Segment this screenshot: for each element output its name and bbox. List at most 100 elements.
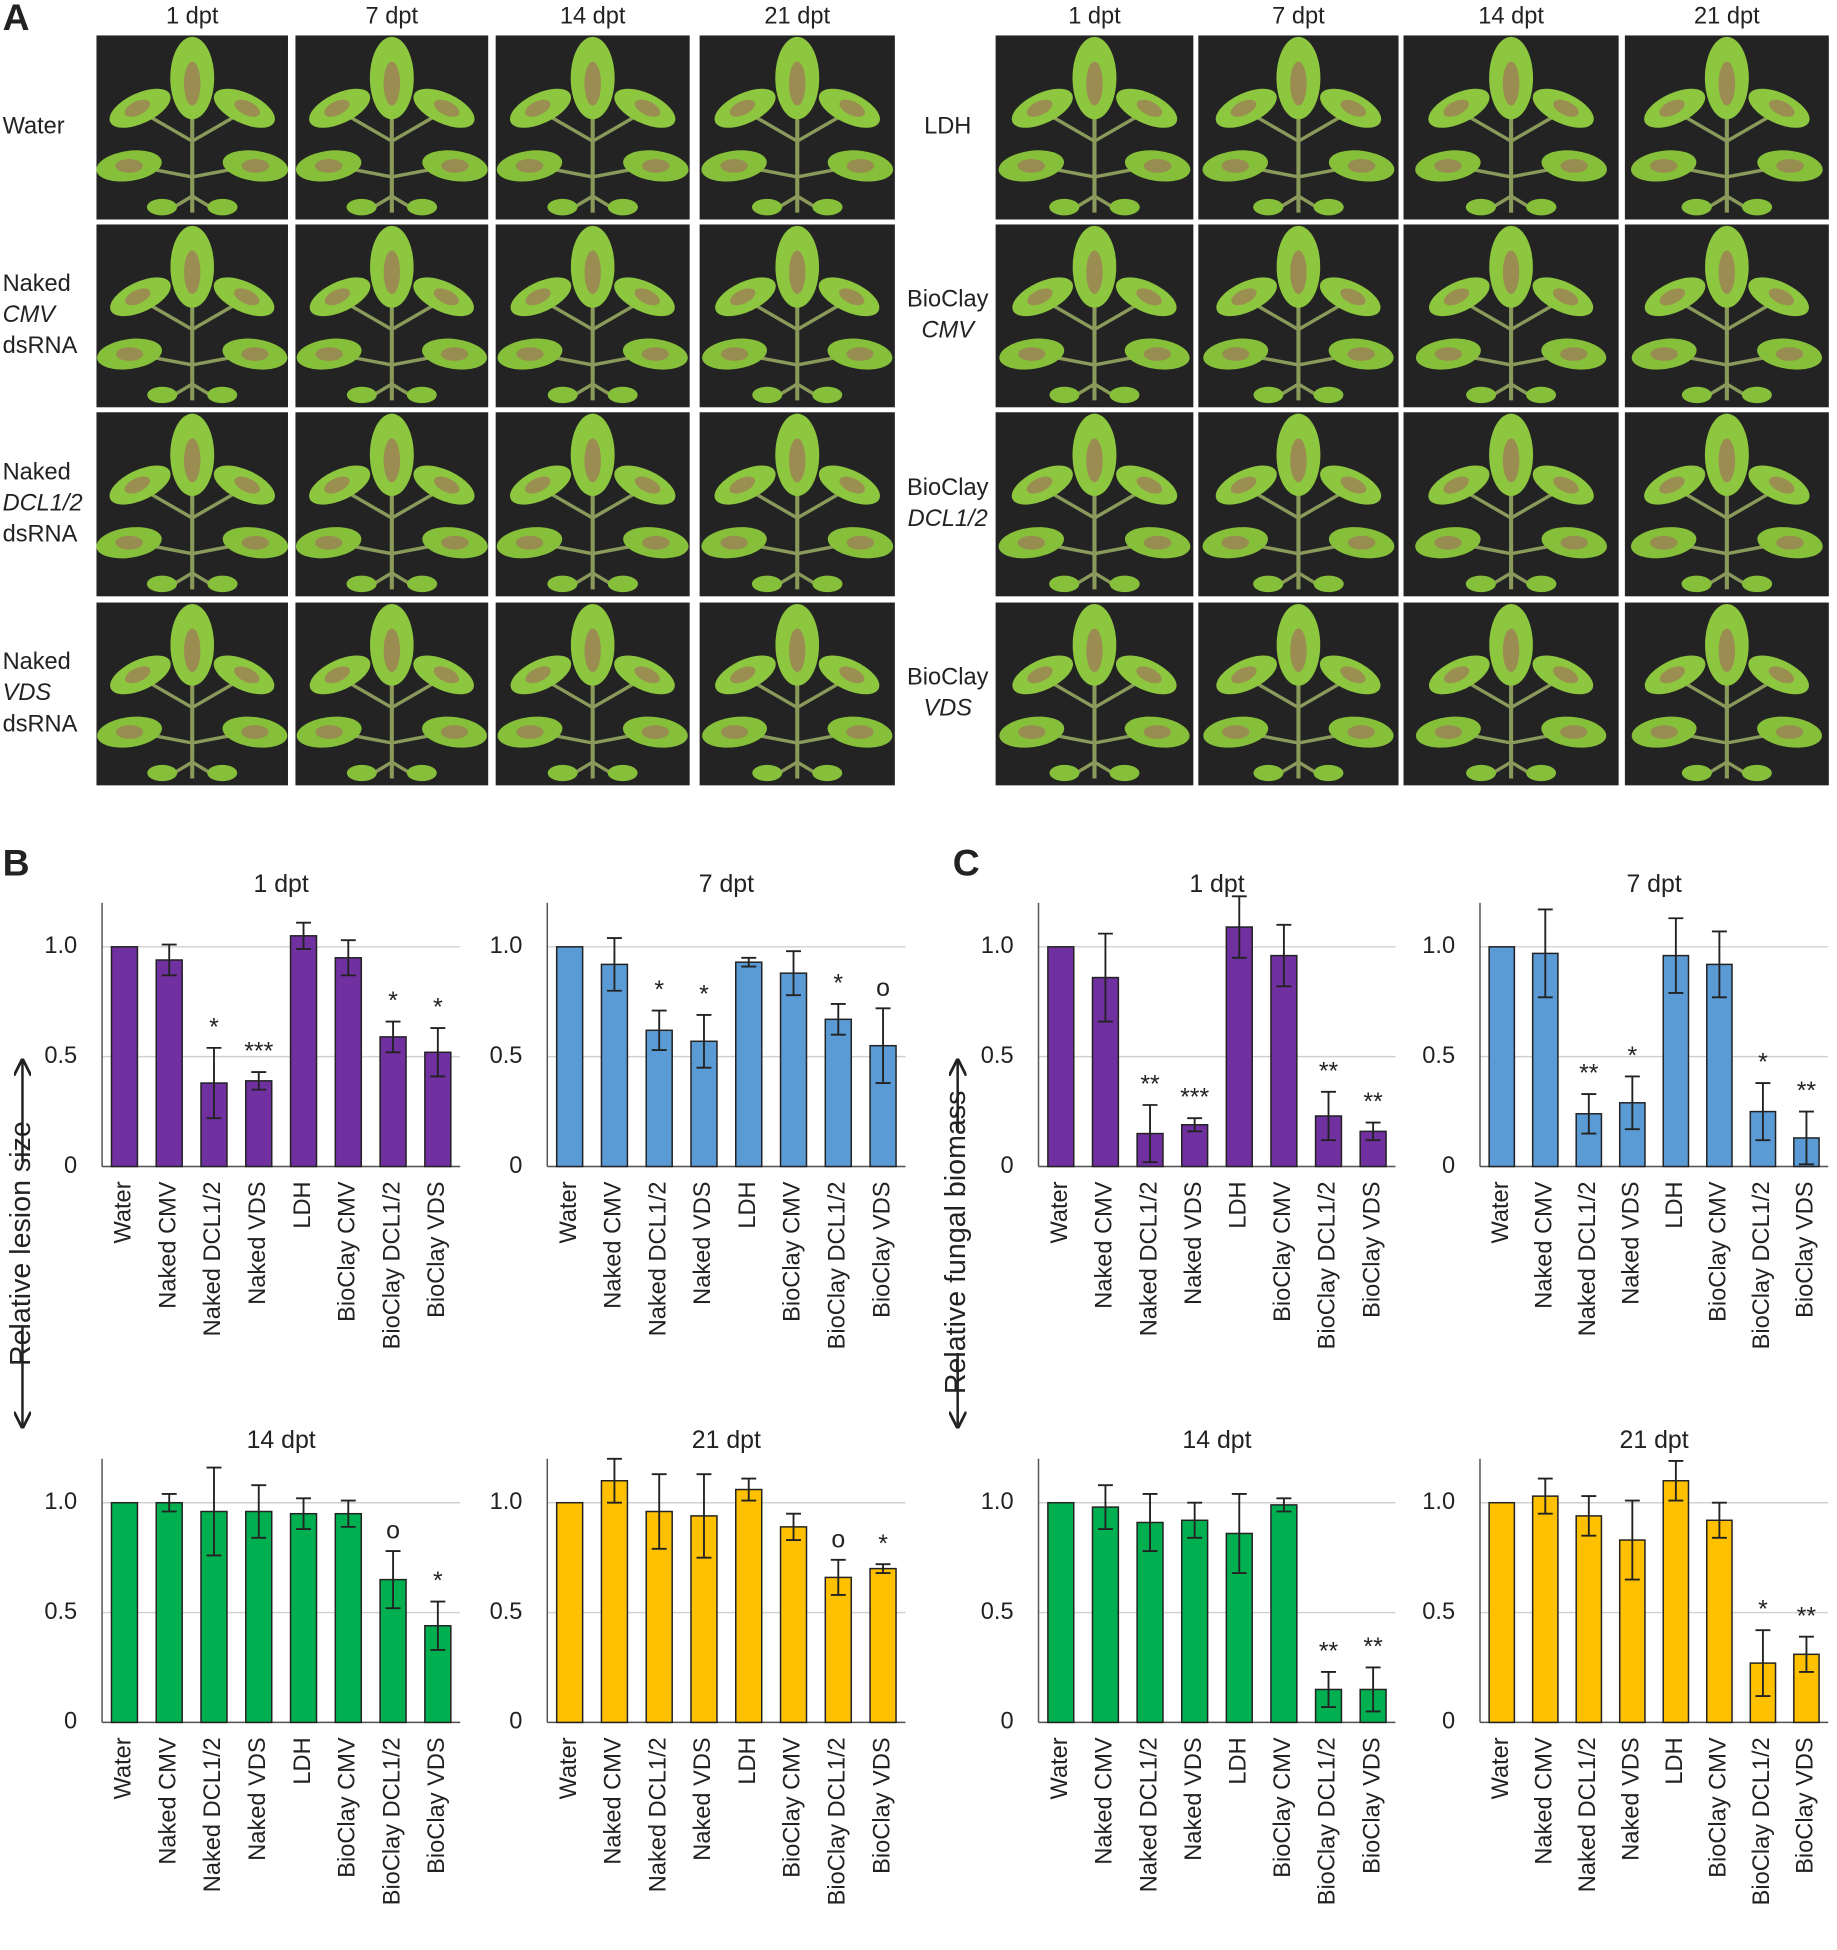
significance-label: * [654, 976, 664, 1004]
x-tick-label: BioClay CMV [1270, 1737, 1296, 1878]
error-bar [430, 1600, 446, 1651]
y-axis-label: Relative lesion size [5, 1121, 37, 1366]
x-tick-label: BioClay VDS [424, 1181, 450, 1317]
error-bar [1581, 1093, 1597, 1135]
significance-label: ** [1797, 1077, 1817, 1105]
y-tick-label: 0.5 [981, 1043, 1014, 1069]
error-bar [161, 1492, 177, 1513]
bar [824, 1018, 853, 1168]
bar-chart: 14 dpt 0 0.5 1.0 Water Naked CMV Naked DCL1/2 N… [44, 1426, 461, 1905]
y-tick-label: 0.5 [44, 1599, 77, 1625]
chart-title: 21 dpt [692, 1426, 761, 1454]
row-label: BioClay [907, 665, 989, 691]
bar [1136, 1521, 1164, 1724]
significance-label: * [1627, 1042, 1637, 1070]
y-tick-label: 1.0 [44, 1489, 77, 1515]
row-label: Water [3, 114, 65, 140]
x-tick-label: Naked DCL1/2 [200, 1737, 226, 1892]
x-tick-label: Water [556, 1737, 582, 1799]
error-bar [1187, 1501, 1203, 1539]
error-bar [340, 939, 356, 977]
significance-label: ** [1363, 1633, 1383, 1661]
y-tick-label: 0 [1000, 1153, 1013, 1179]
error-bar [340, 1499, 356, 1528]
bar-chart: 1 dpt 0 0.5 1.0 Water Naked CMV * Naked DCL1/2 *… [44, 870, 461, 1349]
x-tick-label: Naked VDS [1619, 1181, 1645, 1304]
bar [334, 957, 363, 1168]
column-header: 7 dpt [1272, 4, 1325, 30]
bar [245, 1080, 273, 1168]
x-tick-label: BioClay VDS [1793, 1181, 1819, 1317]
bar [1180, 1519, 1209, 1724]
y-axis-label: Relative fungal biomass [940, 1091, 972, 1395]
significance-label: ** [1579, 1060, 1599, 1088]
significance-label: o [876, 974, 890, 1002]
x-tick-label: LDH [290, 1181, 316, 1228]
row-label: LDH [924, 114, 971, 140]
x-tick-label: Water [1488, 1181, 1514, 1243]
error-bar [1798, 1635, 1814, 1673]
bar [1706, 1519, 1733, 1724]
bar [245, 1510, 273, 1724]
error-bar [696, 1473, 712, 1559]
column-header: 14 dpt [1478, 4, 1544, 30]
y-axis-labels: Relative lesion size Relative fungal bio… [5, 1062, 972, 1425]
column-header: 14 dpt [560, 4, 626, 30]
error-bar [1321, 1670, 1336, 1708]
y-tick-label: 0.5 [490, 1599, 523, 1625]
error-bar [1365, 1666, 1381, 1713]
panel-label: C [953, 842, 980, 884]
column-header: 21 dpt [1694, 4, 1760, 30]
significance-label: * [209, 1013, 219, 1041]
x-tick-label: BioClay CMV [1706, 1181, 1732, 1322]
row-label: BioClay [907, 287, 989, 313]
error-bar [206, 1466, 222, 1557]
y-tick-label: 0 [509, 1153, 522, 1179]
error-bar [1276, 1497, 1292, 1513]
x-tick-label: BioClay DCL1/2 [379, 1181, 405, 1349]
y-tick-label: 1.0 [1422, 933, 1455, 959]
chart-title: 21 dpt [1620, 1426, 1689, 1454]
x-tick-label: Water [1047, 1737, 1073, 1799]
significance-label: * [1758, 1049, 1768, 1077]
x-tick-label: BioClay DCL1/2 [1749, 1181, 1775, 1349]
x-tick-label: Naked VDS [1619, 1737, 1645, 1860]
row-label: BioClay [907, 475, 989, 501]
row-label: VDS [923, 696, 972, 722]
y-tick-label: 0 [509, 1709, 522, 1735]
row-label: DCL1/2 [908, 506, 988, 532]
y-tick-label: 1.0 [490, 933, 523, 959]
error-bar [1668, 917, 1684, 994]
y-tick-label: 0.5 [490, 1043, 523, 1069]
x-tick-label: Naked CMV [155, 1737, 181, 1865]
row-label: VDS [3, 680, 52, 706]
bar [824, 1576, 853, 1724]
column-header: 21 dpt [764, 4, 830, 30]
bar [155, 1501, 183, 1724]
row-label: Naked [3, 271, 71, 297]
y-tick-label: 0.5 [1422, 1043, 1455, 1069]
x-tick-label: LDH [735, 1737, 761, 1784]
error-bar [1711, 1501, 1727, 1539]
x-tick-label: Water [111, 1737, 137, 1799]
x-tick-label: BioClay DCL1/2 [825, 1181, 851, 1349]
bar [1531, 1495, 1559, 1724]
error-bar [606, 1457, 622, 1504]
error-bar [1624, 1499, 1640, 1581]
x-tick-label: Naked DCL1/2 [1575, 1181, 1601, 1336]
x-tick-label: BioClay CMV [1706, 1737, 1732, 1878]
bar-chart: 14 dpt 0 0.5 1.0 Water Naked CMV Naked DCL1/2 N… [981, 1426, 1396, 1905]
error-bar [786, 950, 801, 997]
error-bar [606, 937, 622, 992]
bar [1488, 946, 1516, 1168]
bar [289, 1512, 318, 1724]
bar [1270, 954, 1298, 1168]
error-bar [430, 1027, 446, 1078]
bar-chart: 1 dpt 0 0.5 1.0 Water Naked CMV ** Naked DCL1/2… [981, 870, 1396, 1349]
error-bar [741, 1477, 757, 1502]
row-label: CMV [3, 302, 58, 328]
x-tick-label: BioClay VDS [1359, 1181, 1385, 1317]
significance-label: ** [1797, 1602, 1817, 1630]
x-tick-label: Naked VDS [690, 1181, 716, 1304]
y-tick-label: 1.0 [44, 933, 77, 959]
